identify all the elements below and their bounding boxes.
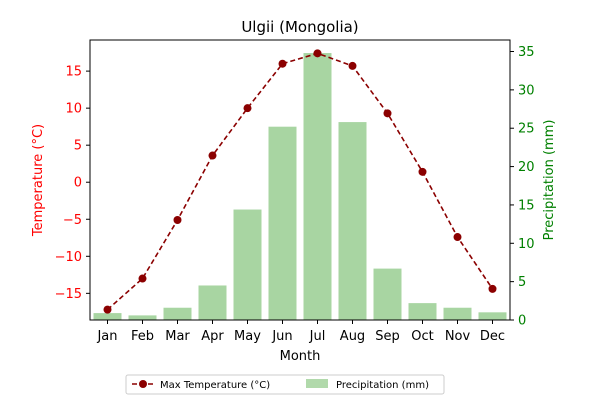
- legend-marker-swatch: [139, 380, 147, 388]
- y-left-tick-label: −10: [55, 250, 82, 265]
- y-right-axis-label: Precipitation (mm): [542, 120, 557, 241]
- legend: Max Temperature (°C) Precipitation (mm): [125, 374, 445, 395]
- precipitation-bar: [408, 303, 437, 320]
- precipitation-bar: [303, 53, 332, 320]
- y-left-tick-label: −15: [55, 287, 82, 302]
- x-tick-label: Sep: [375, 329, 400, 344]
- temperature-point: [208, 151, 217, 160]
- x-tick-label: Mar: [165, 329, 190, 344]
- x-tick-label: May: [234, 329, 261, 344]
- x-tick-label: Feb: [131, 329, 154, 344]
- y-right-tick-label: 20: [518, 160, 535, 175]
- temperature-point: [418, 167, 427, 176]
- y-right-tick-label: 35: [518, 45, 535, 60]
- y-right-tick-label: 15: [518, 198, 535, 213]
- y-left-tick-label: 0: [74, 176, 82, 191]
- y-right-tick-label: 25: [518, 122, 535, 137]
- y-right-tick-label: 30: [518, 83, 535, 98]
- y-left-tick-label: −5: [63, 213, 82, 228]
- precipitation-bar: [338, 122, 367, 321]
- y-right-tick-label: 5: [518, 275, 526, 290]
- temperature-point: [383, 109, 392, 118]
- temperature-point: [348, 61, 357, 70]
- precipitation-bar: [163, 307, 192, 320]
- temperature-point: [313, 49, 322, 58]
- temperature-point: [243, 104, 252, 113]
- temperature-polyline: [106, 52, 494, 311]
- precipitation-bar: [198, 285, 227, 320]
- precipitation-bar: [128, 315, 157, 320]
- precipitation-bar: [443, 307, 472, 320]
- x-tick-label: Aug: [340, 329, 365, 344]
- legend-bar-swatch: [306, 379, 328, 388]
- y-right-tick-label: 0: [518, 314, 526, 329]
- precipitation-bar: [373, 268, 402, 320]
- x-axis-label: Month: [280, 349, 321, 364]
- temperature-line: [103, 49, 497, 314]
- chart-title: Ulgii (Mongolia): [241, 18, 358, 36]
- precipitation-bars: [93, 53, 507, 321]
- x-tick-label: Apr: [201, 329, 224, 344]
- y-right-tick-label: 10: [518, 237, 535, 252]
- temperature-point: [278, 59, 287, 68]
- y-left-tick-label: 5: [74, 139, 82, 154]
- x-tick-label: Jan: [96, 329, 117, 344]
- legend-label-temperature: Max Temperature (°C): [160, 380, 270, 391]
- x-tick-label: Jul: [309, 329, 326, 344]
- x-tick-label: Oct: [411, 329, 433, 344]
- y-left-tick-label: 10: [65, 102, 82, 117]
- precipitation-bar: [268, 126, 297, 320]
- y-left-tick-label: 15: [65, 65, 82, 80]
- axes: Jan Feb Mar Apr May Jun Jul Aug Sep Oct Nov Dec −15 −…: [55, 39, 535, 344]
- x-tick-label: Nov: [445, 329, 471, 344]
- temperature-point: [173, 216, 182, 224]
- x-tick-label: Dec: [480, 329, 505, 344]
- precipitation-bar: [233, 209, 262, 320]
- plot-frame: [89, 39, 511, 321]
- legend-label-precipitation: Precipitation (mm): [336, 380, 429, 391]
- temperature-point: [453, 233, 462, 242]
- temperature-point: [138, 274, 147, 283]
- x-tick-label: Jun: [271, 329, 292, 344]
- temperature-point: [103, 305, 112, 314]
- legend-frame: [125, 374, 445, 395]
- temperature-point: [488, 284, 497, 293]
- y-left-axis-label: Temperature (°C): [31, 124, 46, 237]
- precipitation-bar: [478, 312, 507, 320]
- precipitation-bar: [93, 313, 122, 320]
